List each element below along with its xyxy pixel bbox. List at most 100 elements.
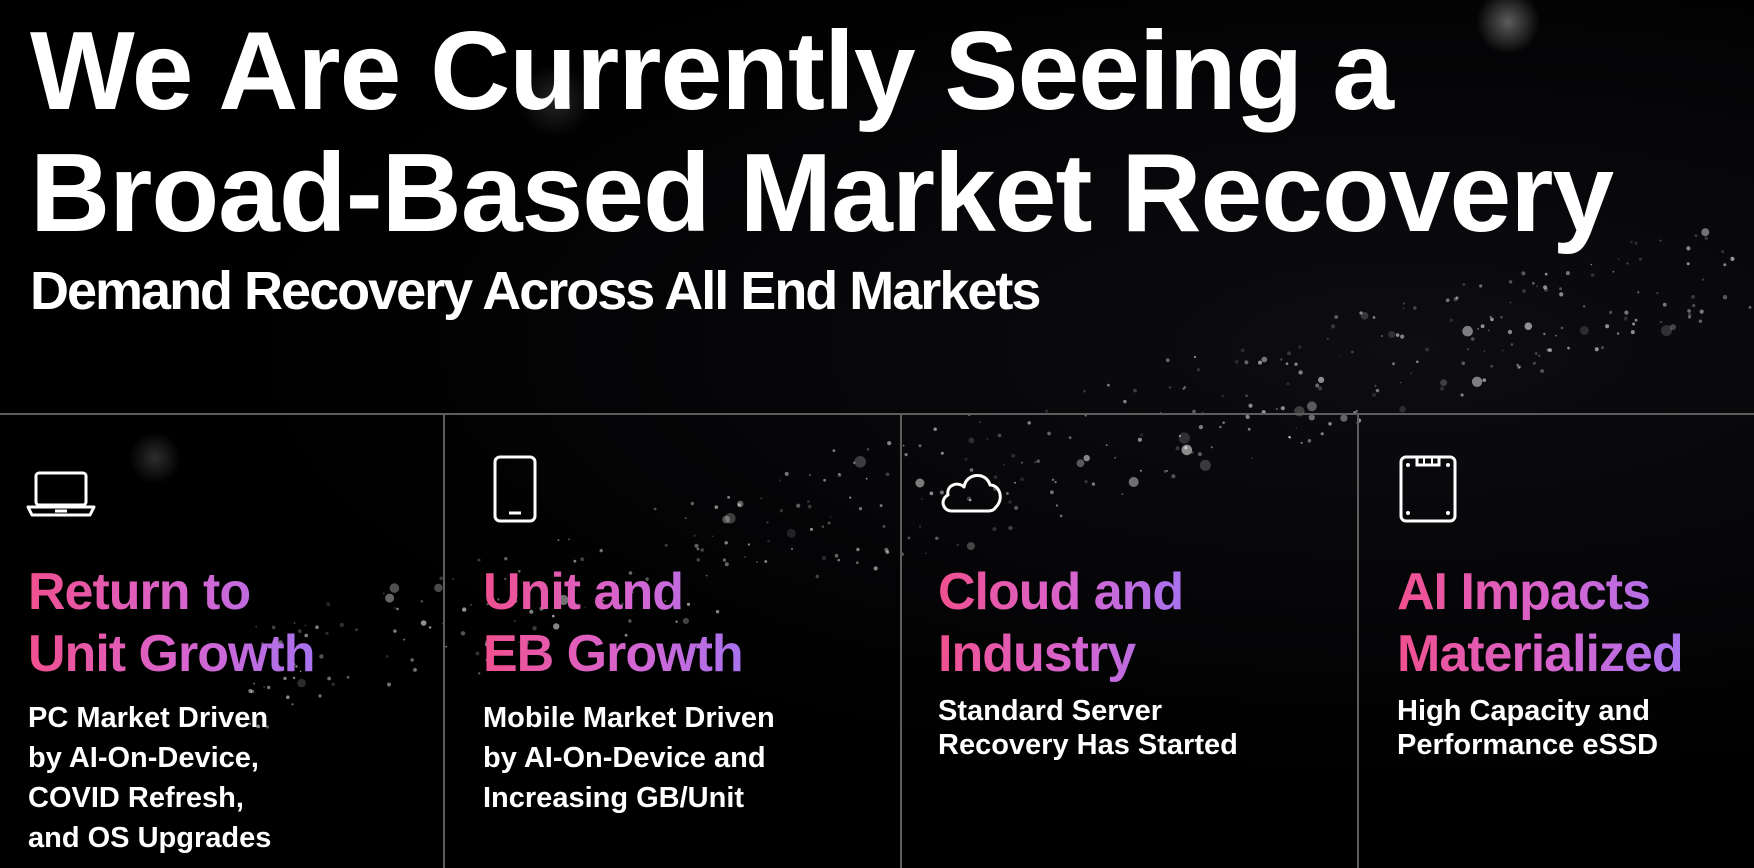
particle-dot	[1524, 322, 1533, 331]
particle-dot	[1489, 315, 1492, 318]
particle-dot	[1686, 246, 1691, 251]
particle-dot	[1331, 324, 1336, 329]
particle-dot	[1701, 228, 1710, 237]
particle-dot	[1701, 278, 1705, 281]
particle-dot	[1240, 348, 1245, 353]
particle-dot	[1440, 386, 1444, 391]
particle-dot	[1630, 240, 1633, 244]
particle-dot	[1500, 315, 1503, 319]
particle-dot	[1334, 315, 1339, 319]
particle-dot	[1350, 350, 1354, 354]
particle-dot	[1659, 320, 1663, 324]
particle-dot	[1359, 311, 1363, 315]
particle-dot	[1534, 352, 1538, 355]
particle-dot	[1339, 355, 1341, 357]
particle-dot	[1413, 306, 1417, 310]
particle-dot	[1182, 387, 1185, 390]
panel-body-line: Recovery Has Started	[938, 729, 1238, 761]
particle-dot	[1402, 302, 1405, 305]
particle-dot	[1691, 295, 1695, 299]
panel-body-line: COVID Refresh,	[28, 782, 244, 814]
particle-dot	[1670, 324, 1676, 331]
particle-dot	[1546, 348, 1550, 352]
particle-dot	[1483, 350, 1486, 353]
particle-dot	[1698, 319, 1703, 323]
particle-dot	[1445, 298, 1450, 303]
title-line-2: Broad-Based Market Recovery	[30, 131, 1614, 255]
slide-subtitle: Demand Recovery Across All End Markets	[30, 261, 1041, 321]
particle-dot	[1516, 363, 1519, 367]
particle-dot	[1730, 256, 1735, 261]
particle-dot	[1634, 241, 1638, 245]
particle-dot	[1395, 333, 1400, 337]
panel-heading-line: AI Impacts	[1397, 563, 1650, 621]
particle-dot	[1688, 315, 1691, 319]
particle-dot	[1624, 310, 1629, 315]
particle-dot	[1532, 361, 1536, 365]
particle-dot	[1400, 334, 1405, 339]
panel-body: Mobile Market Driven by AI-On-Device and…	[483, 698, 775, 818]
particle-dot	[1477, 328, 1480, 330]
panel-heading-line: Unit and	[483, 563, 683, 621]
particle-dot	[1522, 289, 1526, 293]
panel-heading: AI Impacts Materialized	[1397, 561, 1683, 685]
particle-dot	[1453, 297, 1458, 302]
particle-dot	[1388, 331, 1396, 338]
particle-dot	[1307, 401, 1317, 412]
panel-heading-line: Unit Growth	[28, 625, 315, 683]
particle-dot	[1638, 257, 1642, 261]
particle-dot	[1318, 386, 1323, 391]
ssd-icon	[1399, 455, 1457, 523]
panel-heading-line: Industry	[938, 625, 1136, 683]
particle-dot	[1248, 403, 1253, 408]
particle-dot	[1507, 329, 1513, 335]
particle-dot	[1275, 407, 1278, 411]
particle-dot	[1687, 312, 1692, 317]
particle-dot	[1462, 325, 1473, 337]
particle-dot	[1510, 343, 1514, 346]
panel-body-line: Increasing GB/Unit	[483, 782, 745, 814]
particle-dot	[1261, 356, 1268, 363]
particle-dot	[1083, 390, 1086, 393]
panel-heading-line: Return to	[28, 563, 251, 621]
particle-dot	[1480, 324, 1485, 329]
particle-dot	[1565, 271, 1570, 276]
particle-dot	[1487, 329, 1490, 332]
particle-dot	[1470, 337, 1475, 341]
particle-dot	[1466, 348, 1469, 351]
particle-dot	[1521, 271, 1526, 276]
particle-dot	[1165, 358, 1170, 363]
particle-dot	[1623, 316, 1628, 321]
particle-dot	[1637, 291, 1640, 294]
particle-dot	[1286, 382, 1290, 386]
particle-dot	[1609, 310, 1613, 315]
particle-dot	[1687, 309, 1691, 313]
particle-dot	[1196, 368, 1201, 372]
particle-dot	[1479, 284, 1483, 288]
market-panels: Return to Unit Growth PC Market Driven b…	[0, 413, 1754, 868]
particle-dot	[1699, 309, 1704, 314]
cloud-icon	[941, 474, 1002, 513]
particle-dot	[1531, 281, 1535, 285]
panel-body-line: PC Market Driven	[28, 702, 269, 734]
particle-dot	[1692, 304, 1696, 308]
panel-body-line: Standard Server	[938, 695, 1163, 727]
particle-dot	[1600, 346, 1605, 350]
particle-dot	[1461, 361, 1466, 366]
panel-heading: Unit and EB Growth	[483, 561, 743, 685]
particle-dot	[1723, 263, 1727, 267]
particle-dot	[1372, 316, 1376, 319]
particle-dot	[1543, 332, 1546, 336]
particle-dot	[1509, 301, 1512, 304]
particle-dot	[1380, 334, 1384, 338]
panel-body-line: and OS Upgrades	[28, 822, 272, 854]
particle-dot	[1449, 318, 1454, 322]
particle-dot	[1258, 360, 1262, 365]
particle-dot	[1518, 365, 1522, 369]
particle-dot	[1612, 271, 1615, 273]
particle-dot	[1490, 364, 1493, 368]
particle-dot	[1318, 376, 1325, 383]
particle-dot	[1548, 348, 1552, 352]
particle-dot	[1294, 362, 1298, 366]
